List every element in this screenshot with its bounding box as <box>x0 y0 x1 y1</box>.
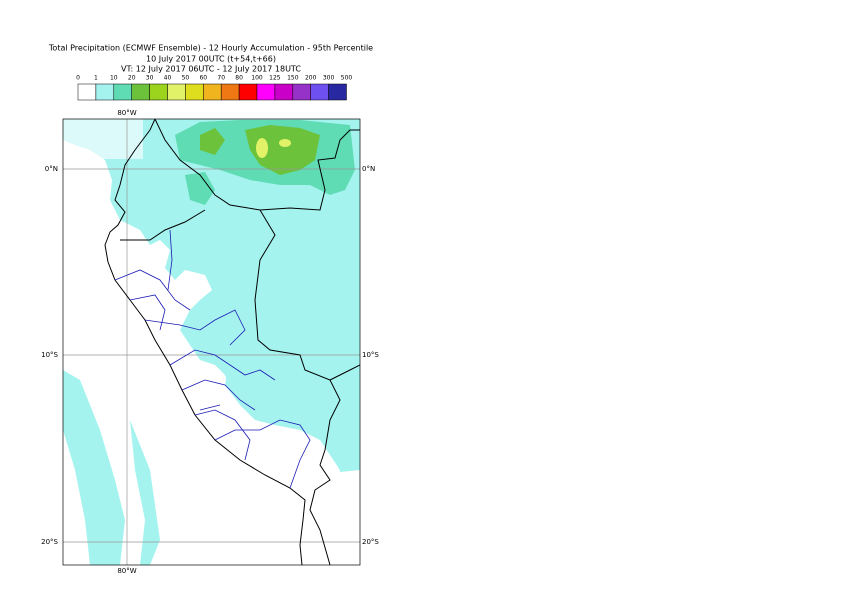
legend-swatch <box>274 83 294 101</box>
legend-swatch <box>220 83 240 101</box>
precip-peak <box>256 138 291 158</box>
lat-label: 0°N <box>45 165 58 173</box>
legend-swatch <box>185 83 204 101</box>
legend-label: 50 <box>182 75 190 82</box>
legend: 0 1 10 20 30 40 50 60 70 80 100 125 150 200 300 500 <box>76 75 352 101</box>
legend-swatch <box>131 83 150 101</box>
legend-label: 60 <box>199 75 207 82</box>
coastline <box>104 119 360 565</box>
legend-label: 20 <box>128 75 136 82</box>
title: Total Precipitation (ECMWF Ensemble) - 1… <box>48 44 373 53</box>
legend-swatch <box>238 83 258 101</box>
lat-label: 0°N <box>362 165 375 173</box>
legend-swatch <box>95 83 115 101</box>
legend-swatch <box>310 83 329 101</box>
legend-label: 40 <box>164 75 172 82</box>
lat-label: 20°S <box>41 538 58 546</box>
valid-time: VT: 12 July 2017 06UTC - 12 July 2017 18… <box>121 65 301 74</box>
legend-label: 125 <box>269 75 281 82</box>
legend-swatch <box>292 83 311 101</box>
legend-swatch <box>256 83 276 101</box>
map <box>63 119 360 565</box>
legend-label: 70 <box>217 75 225 82</box>
legend-label: 500 <box>341 75 353 82</box>
lon-label: 80°W <box>117 109 136 117</box>
precip-light <box>63 119 360 565</box>
map-frame <box>62 118 361 566</box>
legend-label: 1 <box>94 75 98 82</box>
legend-swatch <box>149 83 168 101</box>
legend-swatch <box>203 83 222 101</box>
graticule <box>63 119 360 565</box>
legend-swatch <box>77 83 97 101</box>
legend-label: 80 <box>235 75 243 82</box>
legend-label: 300 <box>323 75 335 82</box>
admin-boundaries <box>114 229 311 489</box>
legend-label: 30 <box>146 75 154 82</box>
legend-label: 0 <box>76 75 80 82</box>
legend-label: 200 <box>305 75 317 82</box>
legend-label: 10 <box>110 75 118 82</box>
lat-label: 10°S <box>41 351 58 359</box>
legend-swatch <box>328 83 347 101</box>
lat-label: 10°S <box>362 351 379 359</box>
lat-label: 20°S <box>362 538 379 546</box>
precip-heavy <box>200 125 320 175</box>
lon-label: 80°W <box>117 567 136 575</box>
legend-label: 100 <box>251 75 263 82</box>
legend-label: 150 <box>287 75 299 82</box>
legend-swatch <box>167 83 186 101</box>
subtitle: 10 July 2017 00UTC (t+54,t+66) <box>146 55 276 64</box>
legend-swatch <box>113 83 132 101</box>
